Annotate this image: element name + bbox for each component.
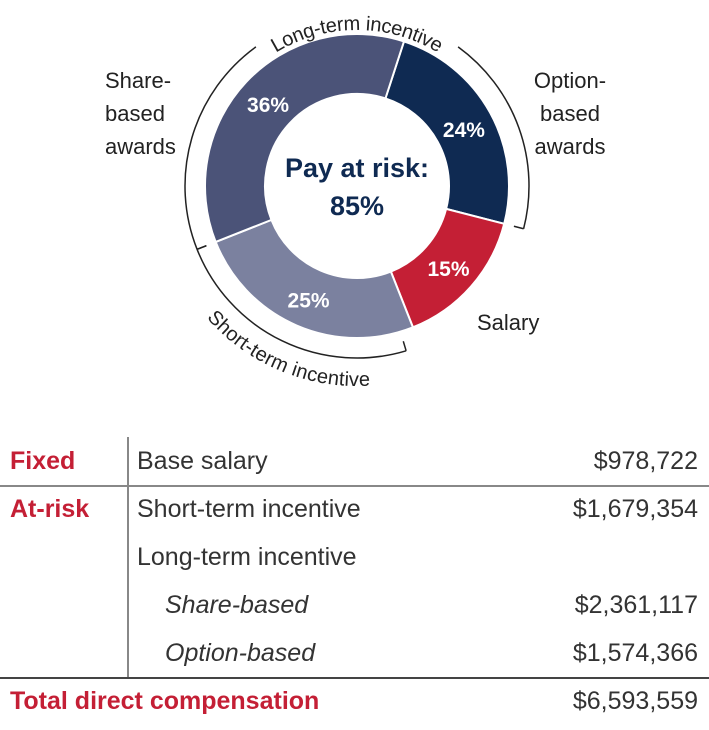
percent-label: 25% <box>288 290 330 313</box>
center-value: 85% <box>330 191 384 221</box>
row-group: Fixed <box>10 447 76 475</box>
row-amount: $1,574,366 <box>572 639 698 667</box>
category-label: Share-based awards <box>105 68 176 159</box>
row-item: Option-based <box>165 639 316 667</box>
column-divider <box>127 437 129 677</box>
bracket-tick <box>513 225 524 230</box>
bracket-arc <box>457 46 530 229</box>
row-amount: $2,361,117 <box>574 591 698 619</box>
row-item: Long-term incentive <box>137 543 357 571</box>
donut-slice <box>214 218 415 339</box>
donut-slice <box>204 33 406 244</box>
bracket-tick <box>402 341 407 352</box>
row-group: At-risk <box>10 495 90 523</box>
bracket-arc <box>196 249 407 359</box>
total-divider <box>0 677 709 679</box>
row-item: Base salary <box>137 447 268 475</box>
donut-chart: 24%15%25%36%Pay at risk:85%Long-term inc… <box>184 13 530 391</box>
row-amount: $1,679,354 <box>572 495 698 523</box>
total-label: Total direct compensation <box>10 687 320 715</box>
bracket-tick <box>196 244 207 251</box>
percent-label: 24% <box>443 119 485 142</box>
total-amount: $6,593,559 <box>572 687 698 715</box>
row-item: Short-term incentive <box>137 495 361 523</box>
percent-label: 36% <box>247 94 289 117</box>
row-amount: $978,722 <box>593 447 698 475</box>
bracket-arc <box>184 46 257 250</box>
category-label: Salary <box>477 310 540 335</box>
row-item: Share-based <box>165 591 309 619</box>
center-title: Pay at risk: <box>285 153 429 183</box>
category-label: Option-based awards <box>533 68 607 159</box>
row-divider <box>0 485 709 487</box>
donut-slice <box>384 40 510 226</box>
percent-label: 15% <box>427 258 469 281</box>
